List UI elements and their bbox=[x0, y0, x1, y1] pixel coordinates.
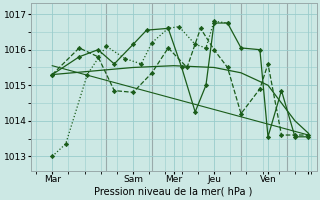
X-axis label: Pression niveau de la mer( hPa ): Pression niveau de la mer( hPa ) bbox=[94, 187, 253, 197]
